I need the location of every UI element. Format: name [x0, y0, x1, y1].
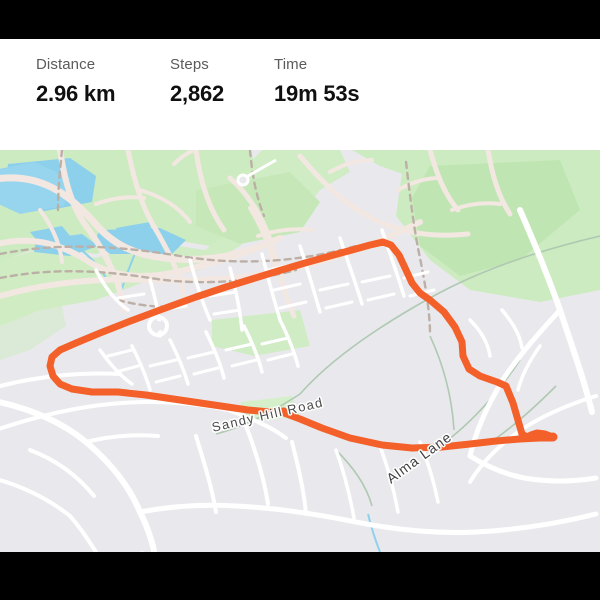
status-bar-bottom	[0, 552, 600, 600]
route-endpoint-marker[interactable]	[548, 432, 558, 442]
stat-steps-label: Steps	[170, 56, 209, 73]
workout-stats-panel: Distance 2.96 km Steps 2,862 Time 19m 53…	[0, 39, 600, 150]
map-roundabouts	[147, 315, 169, 337]
route-outbound-path	[46, 238, 557, 441]
stat-time-value: 19m 53s	[274, 81, 360, 106]
stat-distance-label: Distance	[36, 56, 96, 73]
route-return-path	[280, 409, 556, 452]
map-roundabout-centers	[153, 321, 163, 331]
stat-distance-value: 2.96 km	[36, 81, 116, 106]
gps-route[interactable]	[46, 238, 558, 452]
map-poi-node	[236, 158, 277, 187]
route-map[interactable]: Sandy Hill Road Alma Lane Upper Hale Roa…	[0, 150, 600, 552]
map-canvas[interactable]	[0, 150, 600, 552]
stat-time-label: Time	[274, 56, 308, 73]
map-roads-residential	[0, 207, 599, 552]
status-bar-top	[0, 0, 600, 39]
stat-steps-value: 2,862	[170, 81, 225, 106]
